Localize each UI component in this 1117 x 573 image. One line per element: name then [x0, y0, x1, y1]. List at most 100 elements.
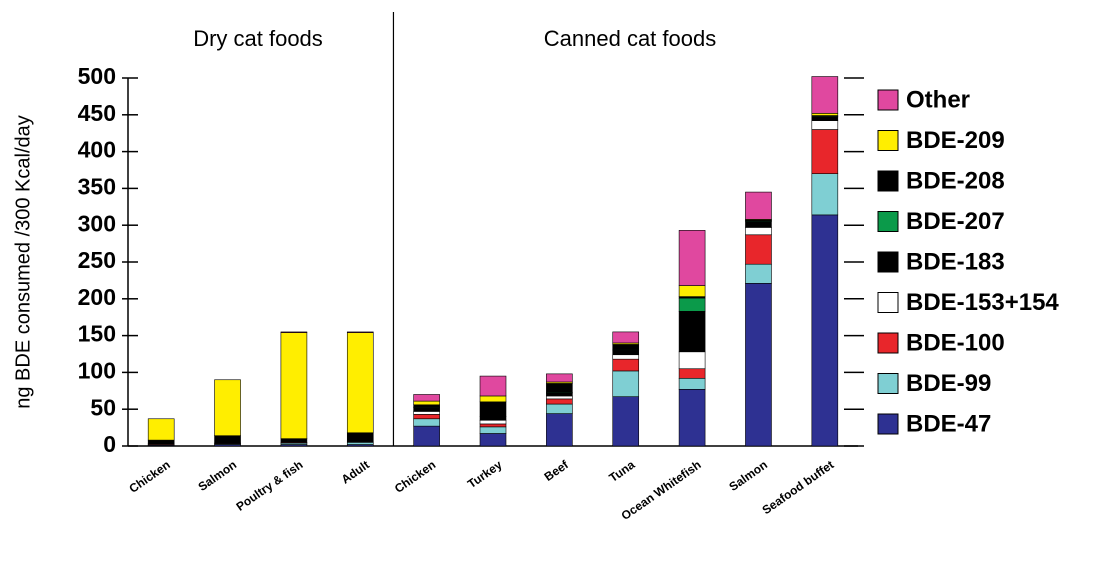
- bar-segment: [479, 426, 507, 434]
- bar-segment: [811, 113, 839, 116]
- bar-segment: [546, 373, 573, 383]
- bar-segment: [745, 263, 772, 284]
- bar-segment: [811, 116, 839, 121]
- bar-segment: [745, 221, 772, 228]
- legend-swatch: [877, 130, 899, 151]
- bar-segment: [479, 419, 507, 425]
- bar-segment: [147, 418, 175, 441]
- legend-label: BDE-183: [906, 248, 1005, 275]
- bar-segment: [546, 413, 573, 447]
- bar-segment: [346, 442, 374, 445]
- bar-segment: [546, 395, 573, 400]
- bar-segment: [678, 389, 706, 447]
- bar-segment: [413, 400, 440, 406]
- bar-segment: [745, 227, 772, 236]
- bar-segment: [678, 351, 706, 370]
- bar-segment: [147, 439, 175, 445]
- legend-label: BDE-208: [906, 167, 1005, 194]
- bar-segment: [612, 358, 640, 372]
- bar-segment: [678, 285, 706, 297]
- bar-segment: [546, 383, 573, 393]
- legend-label: BDE-209: [906, 127, 1005, 154]
- legend-swatch: [877, 373, 899, 394]
- x-tick-label: Salmon: [726, 458, 770, 494]
- bar-segment: [479, 433, 507, 447]
- bar-segment: [546, 398, 573, 405]
- bar-segment: [280, 331, 308, 333]
- y-tick-label: 400: [78, 137, 116, 163]
- bar-segment: [346, 332, 374, 434]
- legend-label: BDE-153+154: [906, 289, 1059, 316]
- bar-segment: [678, 368, 706, 379]
- bar-segment: [479, 416, 507, 421]
- x-tick-label: Tuna: [606, 457, 637, 485]
- bar-segment: [745, 283, 772, 447]
- x-tick-label: Turkey: [465, 457, 505, 491]
- y-tick-label: 250: [78, 247, 116, 273]
- legend-swatch: [877, 413, 899, 435]
- bar-segment: [612, 331, 640, 344]
- y-axis-label: ng BDE consumed /300 Kcal/day: [12, 115, 34, 409]
- bar-segment: [745, 234, 772, 265]
- legend-swatch: [877, 211, 899, 232]
- y-tick-label: 300: [78, 210, 116, 236]
- bar-segment: [612, 350, 640, 356]
- bar-segment: [678, 297, 706, 312]
- legend-label: Other: [906, 86, 970, 113]
- legend-label: BDE-100: [906, 329, 1005, 356]
- y-tick-label: 200: [78, 284, 116, 310]
- bar-segment: [811, 214, 839, 447]
- bar-segment: [546, 403, 573, 414]
- bar-segment: [413, 414, 440, 420]
- group-label: Canned cat foods: [544, 26, 716, 51]
- bar-segment: [678, 230, 706, 286]
- bar-segment: [479, 423, 507, 428]
- legend-swatch: [877, 332, 899, 354]
- bar-segment: [346, 432, 374, 442]
- legend-swatch: [877, 89, 899, 111]
- bar-segment: [214, 435, 241, 444]
- bar-segment: [678, 311, 706, 353]
- bar-segment: [612, 354, 640, 360]
- bar-segment: [811, 173, 839, 216]
- bar-segment: [413, 404, 440, 408]
- x-tick-label: Seafood buffet: [760, 458, 837, 518]
- bar-segment: [745, 191, 772, 220]
- y-tick-label: 50: [90, 394, 116, 420]
- bar-segment: [413, 418, 440, 427]
- x-tick-label: Beef: [542, 457, 572, 484]
- bar-segment: [811, 129, 839, 174]
- y-tick-label: 0: [103, 431, 116, 457]
- bar-segment: [612, 370, 640, 397]
- bar-segment: [280, 332, 308, 439]
- bar-segment: [413, 394, 440, 402]
- y-tick-label: 350: [78, 173, 116, 199]
- bar-segment: [413, 411, 440, 415]
- bar-segment: [479, 401, 507, 417]
- x-tick-label: Chicken: [126, 458, 172, 496]
- legend-swatch: [877, 292, 899, 313]
- bar-segment: [214, 379, 241, 436]
- bar-segment: [479, 395, 507, 403]
- legend-label: BDE-47: [906, 410, 991, 437]
- bar-segment: [612, 344, 640, 350]
- bar-segment: [413, 407, 440, 412]
- bar-segment: [811, 120, 839, 130]
- bar-segment: [280, 438, 308, 443]
- bar-segment: [678, 377, 706, 390]
- x-tick-label: Chicken: [392, 458, 438, 496]
- bar-segment: [811, 76, 839, 114]
- bar-segment: [546, 392, 573, 397]
- legend-swatch: [877, 251, 899, 273]
- x-tick-label: Poultry & fish: [234, 458, 306, 514]
- legend-label: BDE-99: [906, 370, 991, 397]
- legend-swatch: [877, 170, 899, 192]
- x-tick-label: Adult: [339, 458, 372, 487]
- group-label: Dry cat foods: [193, 26, 323, 51]
- y-tick-label: 100: [78, 357, 116, 383]
- y-tick-label: 450: [78, 100, 116, 126]
- bar-segment: [479, 375, 507, 397]
- bar-segment: [346, 331, 374, 333]
- bar-segment: [612, 396, 640, 447]
